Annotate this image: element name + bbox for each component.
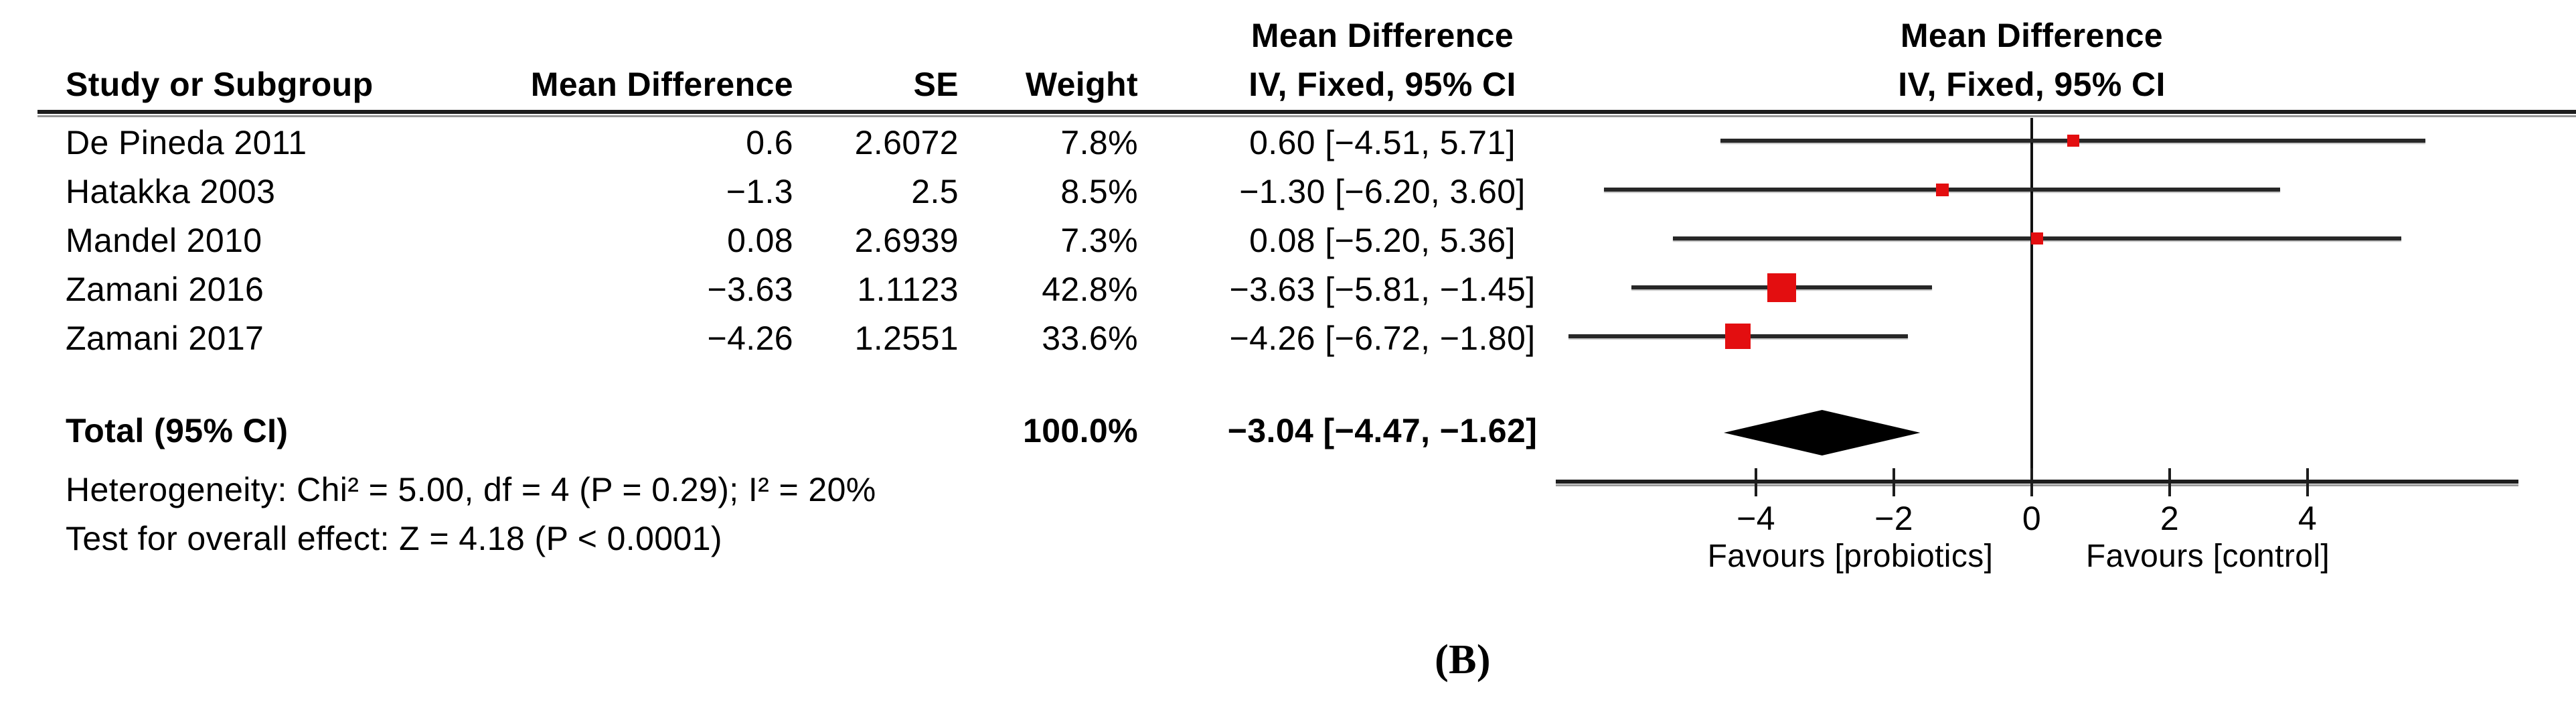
effect-square	[2067, 135, 2079, 147]
column-header-weight: Weight	[1025, 66, 1138, 103]
plot-subheader-iv-fixed-ci: IV, Fixed, 95% CI	[1898, 66, 2166, 103]
se-value: 1.2551	[854, 320, 959, 357]
se-value: 2.5	[911, 173, 959, 210]
axis-tick-label: −4	[1737, 500, 1775, 537]
effect-square	[1767, 273, 1796, 302]
total-row-label: Total (95% CI)	[66, 412, 289, 449]
x-axis-shadow	[1556, 484, 2518, 486]
effect-square	[2031, 232, 2044, 244]
axis-tick	[2168, 468, 2171, 496]
favours-left-label: Favours [probiotics]	[1707, 539, 1994, 574]
se-value: 2.6939	[854, 222, 959, 259]
se-value: 1.1123	[857, 271, 959, 308]
mean-difference-value: −1.3	[726, 173, 793, 210]
mean-difference-value: 0.08	[727, 222, 793, 259]
column-header-iv-fixed-ci: IV, Fixed, 95% CI	[1249, 66, 1516, 103]
header-separator-shadow	[37, 115, 2576, 117]
column-header-se: SE	[913, 66, 959, 103]
study-name: De Pineda 2011	[66, 124, 307, 161]
study-name: Zamani 2017	[66, 320, 264, 357]
table-effect-group-header: Mean Difference	[1251, 17, 1514, 54]
study-name: Zamani 2016	[66, 271, 264, 308]
total-ci-text: −3.04 [−4.47, −1.62]	[1227, 412, 1538, 449]
effect-square	[1935, 183, 1949, 196]
overall-effect-text: Test for overall effect: Z = 4.18 (P < 0…	[66, 520, 722, 557]
axis-tick	[1893, 468, 1895, 496]
total-diamond	[1723, 410, 1921, 455]
weight-value: 7.8%	[1060, 124, 1138, 161]
ci-text: −1.30 [−6.20, 3.60]	[1239, 173, 1526, 210]
mean-difference-value: −4.26	[707, 320, 793, 357]
panel-label: (B)	[1435, 637, 1491, 683]
study-name: Mandel 2010	[66, 222, 262, 259]
column-header-study: Study or Subgroup	[66, 66, 374, 103]
ci-text: −4.26 [−6.72, −1.80]	[1229, 320, 1536, 357]
plot-effect-group-header: Mean Difference	[1900, 17, 2164, 54]
se-value: 2.6072	[854, 124, 959, 161]
effect-square	[1725, 324, 1751, 349]
zero-reference-line	[2030, 118, 2033, 480]
weight-value: 42.8%	[1042, 271, 1138, 308]
axis-tick-label: −2	[1874, 500, 1913, 537]
ci-text: 0.08 [−5.20, 5.36]	[1249, 222, 1516, 259]
total-weight-value: 100.0%	[1023, 412, 1138, 449]
axis-tick-label: 0	[2022, 500, 2042, 537]
axis-tick-label: 4	[2298, 500, 2318, 537]
header-separator-line	[37, 110, 2576, 114]
heterogeneity-text: Heterogeneity: Chi² = 5.00, df = 4 (P = …	[66, 471, 876, 508]
ci-text: −3.63 [−5.81, −1.45]	[1229, 271, 1536, 308]
axis-tick	[2030, 468, 2033, 496]
x-axis-line	[1556, 480, 2518, 484]
column-header-mean-difference: Mean Difference	[530, 66, 793, 103]
study-name: Hatakka 2003	[66, 173, 276, 210]
axis-tick-label: 2	[2160, 500, 2180, 537]
mean-difference-value: −3.63	[707, 271, 793, 308]
axis-tick	[1755, 468, 1757, 496]
ci-text: 0.60 [−4.51, 5.71]	[1249, 124, 1516, 161]
favours-right-label: Favours [control]	[2085, 539, 2330, 574]
axis-tick	[2306, 468, 2309, 496]
weight-value: 33.6%	[1042, 320, 1138, 357]
weight-value: 8.5%	[1060, 173, 1138, 210]
weight-value: 7.3%	[1060, 222, 1138, 259]
mean-difference-value: 0.6	[746, 124, 793, 161]
